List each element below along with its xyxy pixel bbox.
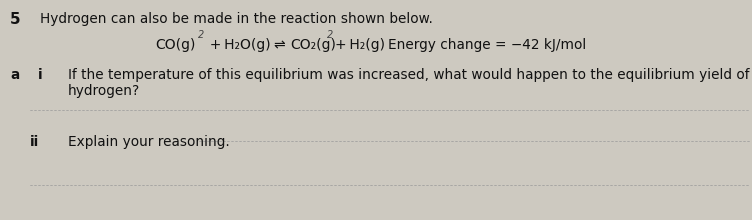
Text: CO₂(g): CO₂(g) <box>290 38 336 52</box>
Text: + H₂(g): + H₂(g) <box>335 38 385 52</box>
Text: a: a <box>10 68 20 82</box>
Text: Explain your reasoning.: Explain your reasoning. <box>68 135 230 149</box>
Text: Energy change = −42 kJ/mol: Energy change = −42 kJ/mol <box>388 38 587 52</box>
Text: hydrogen?: hydrogen? <box>68 84 141 98</box>
Text: 2: 2 <box>198 30 205 40</box>
Text: 5: 5 <box>10 12 20 27</box>
Text: + H₂O(g): + H₂O(g) <box>207 38 271 52</box>
Text: i: i <box>38 68 43 82</box>
Text: ⇌: ⇌ <box>273 38 284 52</box>
Text: 2: 2 <box>327 30 333 40</box>
Text: Hydrogen can also be made in the reaction shown below.: Hydrogen can also be made in the reactio… <box>40 12 433 26</box>
Text: CO(g): CO(g) <box>155 38 196 52</box>
Text: ii: ii <box>30 135 39 149</box>
Text: If the temperature of this equilibrium was increased, what would happen to the e: If the temperature of this equilibrium w… <box>68 68 750 82</box>
